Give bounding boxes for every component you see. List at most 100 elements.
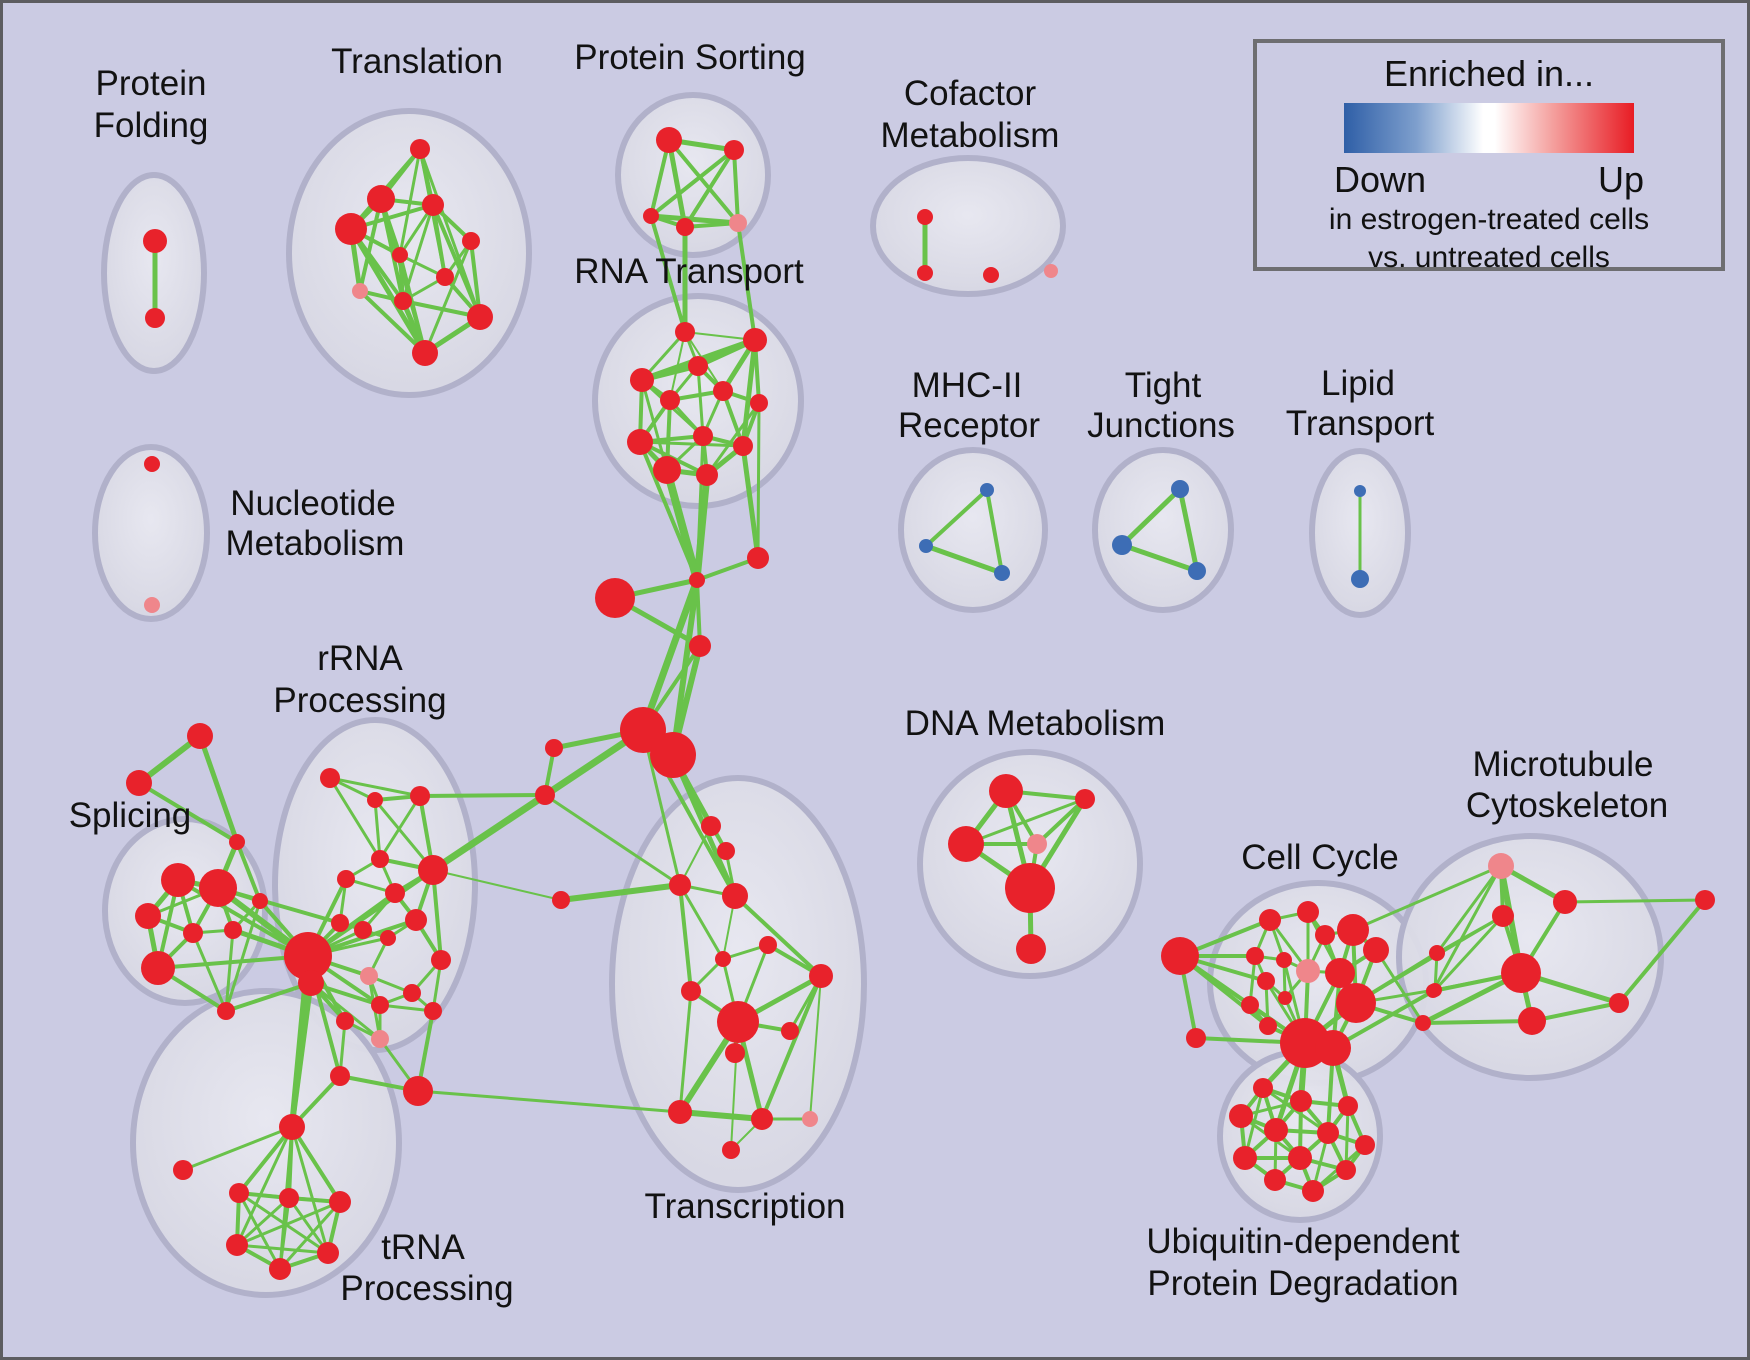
- node-mhc-0[interactable]: [980, 483, 994, 497]
- node-cc-6[interactable]: [1246, 947, 1264, 965]
- node-rr-5[interactable]: [418, 855, 448, 885]
- node-rr-8[interactable]: [331, 914, 349, 932]
- node-cc-5[interactable]: [1363, 937, 1389, 963]
- node-rr-0[interactable]: [320, 768, 340, 788]
- node-cc-12[interactable]: [1241, 996, 1259, 1014]
- node-mt-2[interactable]: [1492, 905, 1514, 927]
- node-cc-18[interactable]: [1415, 1015, 1431, 1031]
- node-cc-9[interactable]: [1325, 958, 1355, 988]
- node-sp-1[interactable]: [199, 869, 237, 907]
- node-mhc-2[interactable]: [994, 565, 1010, 581]
- node-tr-3[interactable]: [279, 1188, 299, 1208]
- node-tr-6[interactable]: [317, 1242, 339, 1264]
- node-dna-4[interactable]: [1005, 863, 1055, 913]
- node-tj-0[interactable]: [1171, 480, 1189, 498]
- node-tr-7[interactable]: [269, 1258, 291, 1280]
- node-sp-0[interactable]: [161, 863, 195, 897]
- node-tx-2[interactable]: [669, 874, 691, 896]
- node-cf-1[interactable]: [917, 265, 933, 281]
- node-pf-1[interactable]: [145, 308, 165, 328]
- node-tx-5[interactable]: [715, 951, 731, 967]
- node-rr-11[interactable]: [284, 932, 332, 980]
- node-tl-5[interactable]: [392, 247, 408, 263]
- node-sp-2[interactable]: [135, 903, 161, 929]
- node-cf-2[interactable]: [983, 267, 999, 283]
- node-rna-3[interactable]: [630, 368, 654, 392]
- node-hub-0[interactable]: [595, 578, 635, 618]
- node-tr-4[interactable]: [329, 1191, 351, 1213]
- node-cc-11[interactable]: [1278, 991, 1292, 1005]
- node-nm-1[interactable]: [144, 597, 160, 613]
- node-hub-3[interactable]: [689, 635, 711, 657]
- node-ub-4[interactable]: [1264, 1118, 1288, 1142]
- node-tr-1[interactable]: [173, 1160, 193, 1180]
- node-rr-17[interactable]: [424, 1002, 442, 1020]
- node-tx-11[interactable]: [668, 1100, 692, 1124]
- node-mt-4[interactable]: [1429, 945, 1445, 961]
- node-cc-10[interactable]: [1257, 972, 1275, 990]
- node-tx-9[interactable]: [781, 1022, 799, 1040]
- node-ps-1[interactable]: [724, 140, 744, 160]
- node-rr-20[interactable]: [330, 1066, 350, 1086]
- node-rr-16[interactable]: [371, 996, 389, 1014]
- node-tl-3[interactable]: [335, 213, 367, 245]
- node-nm-0[interactable]: [144, 456, 160, 472]
- node-tl-9[interactable]: [467, 304, 493, 330]
- node-tx-8[interactable]: [717, 1001, 759, 1043]
- node-tl-10[interactable]: [412, 340, 438, 366]
- node-tx-0[interactable]: [701, 816, 721, 836]
- node-ps-0[interactable]: [656, 127, 682, 153]
- node-tl-6[interactable]: [436, 268, 454, 286]
- node-rna-1[interactable]: [743, 328, 767, 352]
- node-tx-6[interactable]: [809, 964, 833, 988]
- node-tl-4[interactable]: [462, 232, 480, 250]
- node-mt-5[interactable]: [1428, 983, 1442, 997]
- node-tx-1[interactable]: [717, 842, 735, 860]
- node-cc-1[interactable]: [1259, 909, 1281, 931]
- node-mt-7[interactable]: [1518, 1007, 1546, 1035]
- node-rr-7[interactable]: [405, 909, 427, 931]
- node-rna-5[interactable]: [660, 390, 680, 410]
- node-rna-2[interactable]: [688, 356, 708, 376]
- node-tx-7[interactable]: [681, 981, 701, 1001]
- node-rr-6[interactable]: [385, 883, 405, 903]
- node-mt-0[interactable]: [1488, 853, 1514, 879]
- node-ub-3[interactable]: [1229, 1104, 1253, 1128]
- node-rna-8[interactable]: [627, 429, 653, 455]
- node-cc-7[interactable]: [1276, 952, 1292, 968]
- node-tr-2[interactable]: [229, 1183, 249, 1203]
- node-ub-7[interactable]: [1233, 1146, 1257, 1170]
- node-mt-6[interactable]: [1609, 993, 1629, 1013]
- node-ub-2[interactable]: [1338, 1096, 1358, 1116]
- node-mhc-1[interactable]: [919, 539, 933, 553]
- node-sp-3[interactable]: [183, 923, 203, 943]
- node-tj-2[interactable]: [1188, 562, 1206, 580]
- node-ub-8[interactable]: [1288, 1146, 1312, 1170]
- node-cc-3[interactable]: [1315, 925, 1335, 945]
- node-dna-5[interactable]: [1016, 934, 1046, 964]
- node-tr-0[interactable]: [279, 1114, 305, 1140]
- node-tj-1[interactable]: [1112, 535, 1132, 555]
- node-rna-6[interactable]: [750, 394, 768, 412]
- node-rna-7[interactable]: [693, 426, 713, 446]
- node-sp-7[interactable]: [217, 1002, 235, 1020]
- node-rr-19[interactable]: [371, 1030, 389, 1048]
- node-tl-7[interactable]: [352, 283, 368, 299]
- node-ub-5[interactable]: [1317, 1122, 1339, 1144]
- node-tx-13[interactable]: [802, 1111, 818, 1127]
- node-hub-7[interactable]: [535, 785, 555, 805]
- node-tl-0[interactable]: [410, 139, 430, 159]
- node-dna-2[interactable]: [948, 826, 984, 862]
- node-ub-10[interactable]: [1264, 1169, 1286, 1191]
- node-mt-8[interactable]: [1695, 890, 1715, 910]
- node-cc-17[interactable]: [1186, 1028, 1206, 1048]
- node-cc-0[interactable]: [1161, 937, 1199, 975]
- node-tx-3[interactable]: [722, 883, 748, 909]
- node-cc-8[interactable]: [1296, 959, 1320, 983]
- node-lt-1[interactable]: [1351, 570, 1369, 588]
- node-cc-2[interactable]: [1297, 901, 1319, 923]
- node-rr-9[interactable]: [354, 921, 372, 939]
- node-tx-14[interactable]: [722, 1141, 740, 1159]
- node-hub-5[interactable]: [650, 732, 696, 778]
- node-rr-1[interactable]: [367, 792, 383, 808]
